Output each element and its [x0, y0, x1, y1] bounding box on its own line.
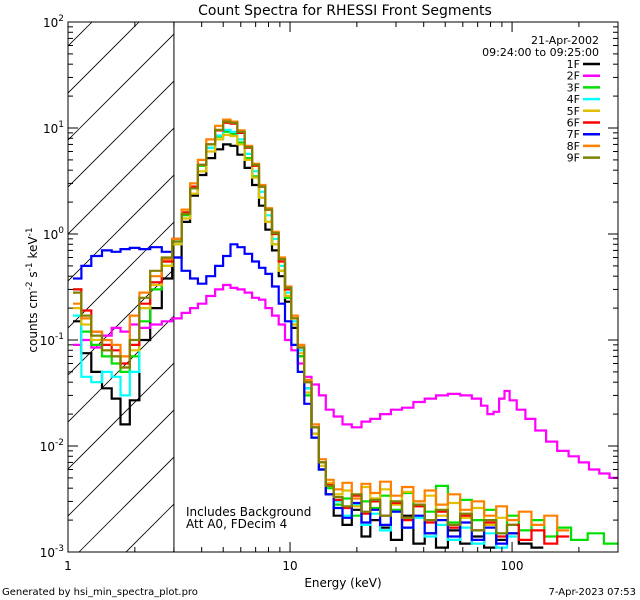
y-tick-label: 101 — [43, 120, 64, 136]
excluded-energy-hatch — [68, 22, 174, 552]
y-tick-label: 100 — [43, 226, 64, 242]
legend-label-7F: 7F — [567, 128, 580, 141]
legend-label-1F: 1F — [567, 58, 580, 71]
hatch-line — [68, 362, 174, 470]
x-axis-label: Energy (keV) — [304, 576, 381, 590]
series-7F — [73, 243, 518, 545]
y-axis-label: counts cm-2 s-1 keV-1 — [25, 227, 40, 352]
y-tick-label: 10-3 — [40, 544, 64, 560]
x-tick-label: 1 — [64, 559, 72, 573]
legend-label-4F: 4F — [567, 93, 580, 106]
hatch-line — [68, 174, 174, 282]
series-9F — [73, 120, 518, 535]
legend-label-8F: 8F — [567, 140, 580, 153]
y-axis-ticks: 102 101 100 10-1 10-2 10-3 — [40, 14, 618, 560]
footer-timestamp: 7-Apr-2023 07:53 — [549, 587, 636, 598]
hatch-line — [68, 409, 174, 517]
hatch-line — [68, 22, 140, 94]
chart-title: Count Spectra for RHESSI Front Segments — [198, 3, 492, 19]
legend-label-5F: 5F — [567, 105, 580, 118]
legend-label-2F: 2F — [567, 70, 580, 83]
y-tick-label: 10-1 — [40, 332, 64, 348]
plot-frame — [67, 21, 619, 553]
series-layer — [73, 118, 618, 549]
hatch-line — [68, 33, 174, 141]
legend-label-3F: 3F — [567, 81, 580, 94]
x-axis-ticks: 1 10 100 — [64, 22, 619, 573]
y-tick-label: 10-2 — [40, 438, 64, 454]
footer-generated-by: Generated by hsi_min_spectra_plot.pro — [2, 587, 198, 598]
annotation-attenuator: Att A0, FDecim 4 — [186, 517, 287, 531]
hatch-line — [68, 221, 174, 329]
legend-label-6F: 6F — [567, 117, 580, 130]
observation-time-range: 09:24:00 to 09:25:00 — [482, 46, 599, 59]
x-tick-label: 100 — [501, 559, 524, 573]
legend-label-9F: 9F — [567, 152, 580, 165]
annotation-background: Includes Background — [186, 505, 311, 519]
observation-date: 21-Apr-2002 — [531, 34, 599, 47]
series-2F — [73, 283, 618, 479]
x-tick-label: 10 — [282, 559, 297, 573]
series-1F — [73, 143, 544, 549]
y-tick-label: 102 — [43, 14, 64, 30]
